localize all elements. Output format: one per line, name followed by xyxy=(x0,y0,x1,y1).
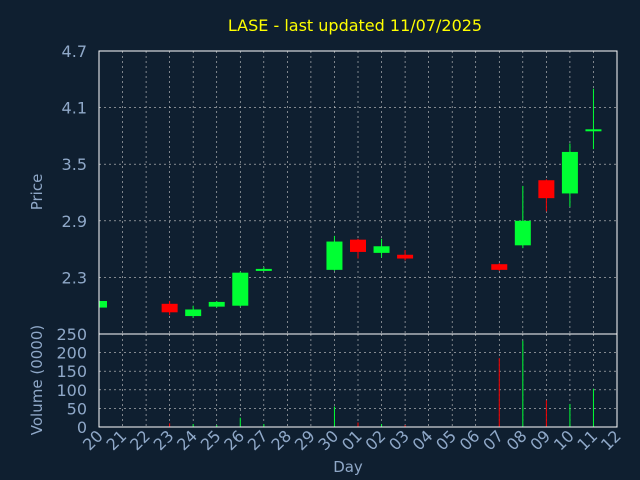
price-tick-label: 2.9 xyxy=(62,212,87,231)
candle-body xyxy=(255,268,272,271)
candle-body xyxy=(585,129,602,132)
volume-tick-label: 200 xyxy=(56,344,87,363)
y-axis-label: Price xyxy=(28,174,46,211)
candle-body xyxy=(561,151,578,194)
volume-grid xyxy=(98,333,618,428)
volume-tick-label: 150 xyxy=(56,362,87,381)
candle-body xyxy=(185,309,202,317)
price-tick-label: 2.3 xyxy=(62,268,87,287)
candle-body xyxy=(208,301,225,307)
price-tick-label: 4.7 xyxy=(62,42,87,61)
volume-bars xyxy=(169,340,594,427)
x-tick-labels: 2021222324252627282930010203040506070809… xyxy=(79,426,625,454)
candle-body xyxy=(99,300,107,308)
volume-axis-label: Volume (0000) xyxy=(28,325,46,435)
volume-tick-label: 250 xyxy=(56,325,87,344)
price-tick-labels: 2.3 2.9 3.5 4.1 4.7 xyxy=(62,42,87,287)
candle-body xyxy=(161,303,178,313)
x-axis-label: Day xyxy=(333,458,363,476)
candle-body xyxy=(232,272,249,306)
price-tick-label: 4.1 xyxy=(62,99,87,118)
candle-body xyxy=(514,220,531,246)
candles xyxy=(98,88,602,318)
candle-body xyxy=(373,246,390,253)
candle-body xyxy=(350,239,366,252)
candle-body xyxy=(326,241,343,270)
price-tick-label: 3.5 xyxy=(62,155,87,174)
volume-tick-label: 50 xyxy=(67,399,87,418)
candle-body xyxy=(491,264,508,270)
volume-panel-frame xyxy=(98,333,618,428)
candle-body xyxy=(397,254,414,259)
candle-body xyxy=(538,180,555,199)
x-tick-label: 12 xyxy=(597,426,625,454)
volume-tick-label: 100 xyxy=(56,381,87,400)
chart-title: LASE - last updated 11/07/2025 xyxy=(228,16,482,35)
volume-tick-label: 0 xyxy=(77,418,87,437)
